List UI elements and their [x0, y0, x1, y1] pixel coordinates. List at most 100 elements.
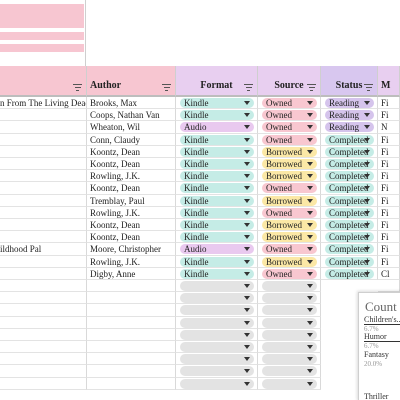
- cell-author[interactable]: Rowling, J.K.: [87, 170, 176, 183]
- chevron-down-icon[interactable]: [364, 247, 370, 252]
- cell-source[interactable]: [258, 341, 321, 354]
- empty-cell[interactable]: [378, 280, 400, 293]
- empty-cell[interactable]: [0, 280, 87, 293]
- cell-source[interactable]: Borrowed: [258, 145, 321, 158]
- cell-format[interactable]: Kindle: [176, 255, 258, 268]
- format-dropdown[interactable]: Kindle: [180, 146, 254, 157]
- chevron-down-icon[interactable]: [364, 113, 370, 118]
- cell-author[interactable]: Koontz, Dean: [87, 231, 176, 244]
- cell-status[interactable]: Reading: [321, 97, 378, 110]
- chevron-down-icon[interactable]: [307, 223, 313, 227]
- chevron-down-icon[interactable]: [244, 369, 250, 374]
- format-dropdown[interactable]: Kindle: [180, 98, 254, 108]
- format-dropdown[interactable]: [180, 378, 254, 389]
- format-dropdown[interactable]: Kindle: [180, 220, 254, 230]
- empty-cell[interactable]: [0, 377, 87, 390]
- cell-source[interactable]: [258, 304, 321, 317]
- chevron-down-icon[interactable]: [364, 259, 370, 264]
- status-dropdown[interactable]: Completed: [325, 146, 374, 157]
- cell-author[interactable]: Wheaton, Wil: [87, 121, 176, 134]
- chevron-down-icon[interactable]: [364, 210, 370, 215]
- format-dropdown[interactable]: Kindle: [180, 171, 254, 182]
- cell-author[interactable]: Koontz, Dean: [87, 158, 176, 171]
- cell-title[interactable]: [0, 133, 87, 146]
- status-dropdown[interactable]: Completed: [325, 268, 374, 279]
- cell-extra[interactable]: Fi: [378, 255, 400, 268]
- chevron-down-icon[interactable]: [307, 125, 313, 130]
- chevron-down-icon[interactable]: [244, 149, 250, 154]
- chevron-down-icon[interactable]: [244, 223, 250, 227]
- format-dropdown[interactable]: Kindle: [180, 195, 254, 206]
- empty-cell[interactable]: [87, 365, 176, 378]
- chevron-down-icon[interactable]: [364, 186, 370, 191]
- format-dropdown[interactable]: [180, 342, 254, 352]
- cell-title[interactable]: [0, 145, 87, 158]
- cell-format[interactable]: Kindle: [176, 219, 258, 232]
- source-dropdown[interactable]: Owned: [262, 110, 317, 121]
- source-dropdown[interactable]: Borrowed: [262, 195, 317, 206]
- cell-format[interactable]: [176, 341, 258, 354]
- cell-source[interactable]: [258, 280, 321, 293]
- cell-format[interactable]: [176, 304, 258, 317]
- cell-status[interactable]: Completed: [321, 145, 378, 158]
- cell-format[interactable]: Kindle: [176, 97, 258, 110]
- cell-status[interactable]: Completed: [321, 267, 378, 280]
- empty-cell[interactable]: [87, 280, 176, 293]
- chevron-down-icon[interactable]: [307, 345, 313, 349]
- cell-source[interactable]: Borrowed: [258, 194, 321, 207]
- cell-author[interactable]: Koontz, Dean: [87, 182, 176, 195]
- status-dropdown[interactable]: Completed: [325, 183, 374, 194]
- chevron-down-icon[interactable]: [244, 113, 250, 118]
- chevron-down-icon[interactable]: [244, 259, 250, 264]
- chevron-down-icon[interactable]: [244, 357, 250, 362]
- cell-author[interactable]: Conn, Claudy: [87, 133, 176, 146]
- cell-format[interactable]: Kindle: [176, 170, 258, 183]
- filter-icon[interactable]: [73, 84, 82, 91]
- chevron-down-icon[interactable]: [364, 137, 370, 142]
- empty-cell[interactable]: [0, 341, 87, 354]
- cell-source[interactable]: [258, 328, 321, 341]
- empty-cell[interactable]: [87, 316, 176, 329]
- column-header-extra[interactable]: M: [378, 66, 400, 97]
- empty-cell[interactable]: [87, 292, 176, 305]
- cell-format[interactable]: Kindle: [176, 158, 258, 171]
- chevron-down-icon[interactable]: [307, 210, 313, 215]
- cell-extra[interactable]: Cl: [378, 267, 400, 280]
- cell-status[interactable]: Completed: [321, 231, 378, 244]
- cell-source[interactable]: [258, 353, 321, 366]
- source-dropdown[interactable]: [262, 293, 317, 304]
- cell-author[interactable]: Tremblay, Paul: [87, 194, 176, 207]
- format-dropdown[interactable]: Kindle: [180, 183, 254, 194]
- cell-format[interactable]: [176, 377, 258, 390]
- source-dropdown[interactable]: Owned: [262, 183, 317, 194]
- status-dropdown[interactable]: Completed: [325, 207, 374, 218]
- chevron-down-icon[interactable]: [244, 271, 250, 276]
- empty-cell[interactable]: [87, 353, 176, 366]
- cell-status[interactable]: Completed: [321, 158, 378, 171]
- cell-format[interactable]: Kindle: [176, 194, 258, 207]
- cell-source[interactable]: Borrowed: [258, 158, 321, 171]
- chevron-down-icon[interactable]: [307, 186, 313, 191]
- cell-extra[interactable]: Fi: [378, 219, 400, 232]
- cell-format[interactable]: Kindle: [176, 182, 258, 195]
- cell-extra[interactable]: Fi: [378, 243, 400, 256]
- source-dropdown[interactable]: Borrowed: [262, 256, 317, 267]
- status-dropdown[interactable]: Reading: [325, 110, 374, 121]
- status-dropdown[interactable]: Reading: [325, 122, 374, 133]
- status-dropdown[interactable]: Completed: [325, 171, 374, 182]
- cell-author[interactable]: Koontz, Dean: [87, 145, 176, 158]
- cell-author[interactable]: Rowling, J.K.: [87, 255, 176, 268]
- empty-cell[interactable]: [0, 304, 87, 317]
- cell-title[interactable]: [0, 267, 87, 280]
- source-dropdown[interactable]: Borrowed: [262, 232, 317, 243]
- format-dropdown[interactable]: [180, 281, 254, 291]
- cell-extra[interactable]: N: [378, 121, 400, 134]
- chevron-down-icon[interactable]: [307, 320, 313, 325]
- format-dropdown[interactable]: Kindle: [180, 159, 254, 169]
- chevron-down-icon[interactable]: [244, 284, 250, 288]
- empty-cell[interactable]: [0, 353, 87, 366]
- chevron-down-icon[interactable]: [307, 296, 313, 301]
- chevron-down-icon[interactable]: [307, 235, 313, 240]
- chevron-down-icon[interactable]: [307, 137, 313, 142]
- cell-extra[interactable]: Fi: [378, 133, 400, 146]
